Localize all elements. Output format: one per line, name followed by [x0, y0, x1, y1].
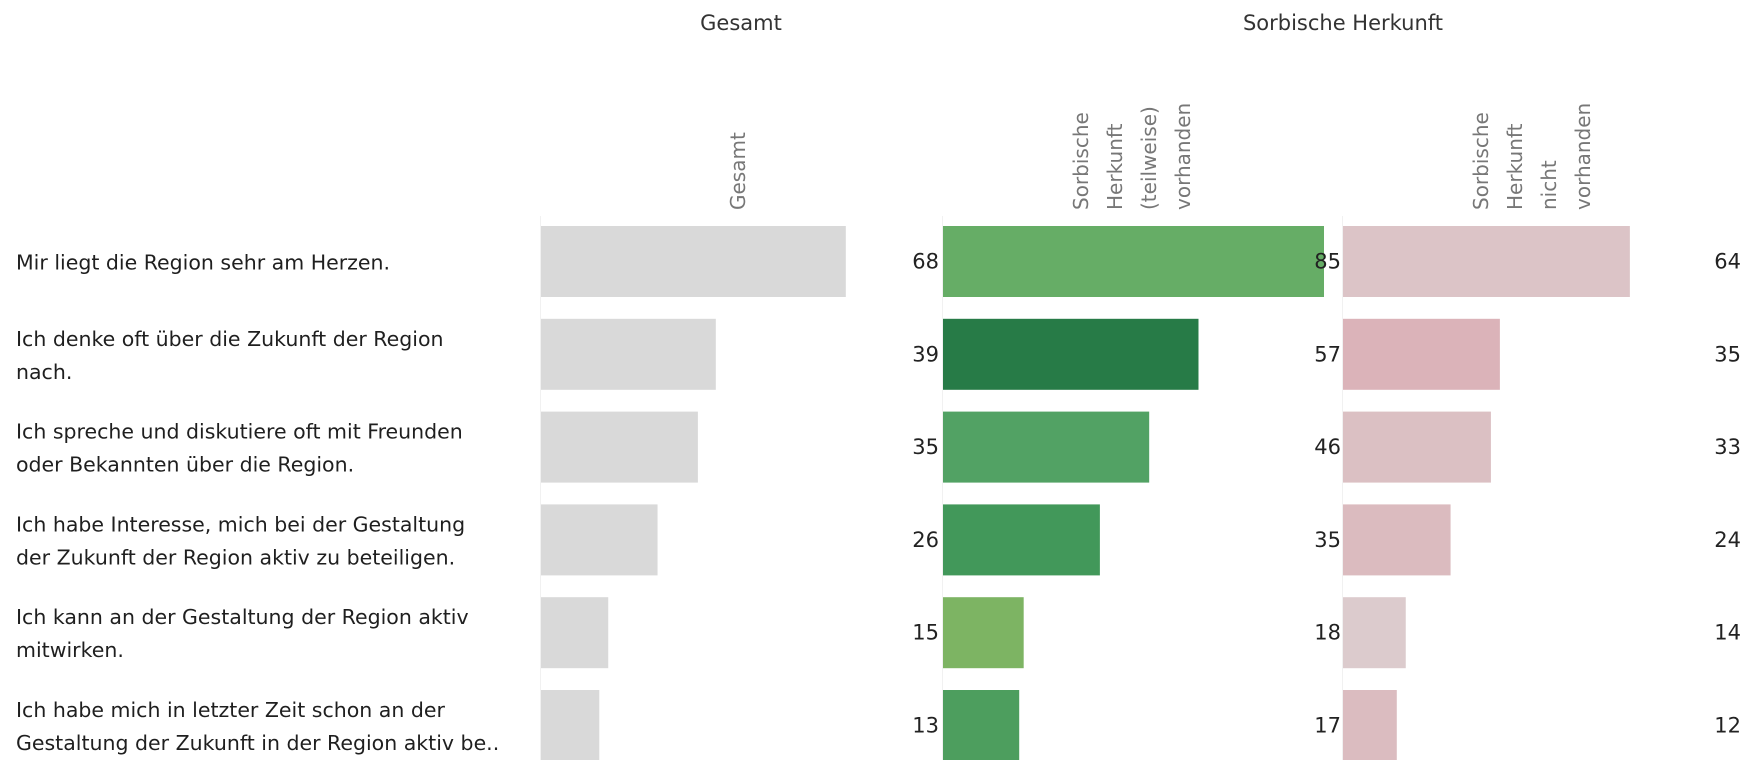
row-label: Ich kann an der Gestaltung der Region ak…: [16, 605, 469, 629]
group-header: Gesamt: [700, 11, 782, 35]
bars: [541, 226, 1630, 760]
value-label: 26: [912, 528, 939, 552]
group-headers: Gesamt Sorbische Herkunft: [700, 11, 1443, 35]
bar: [541, 411, 698, 483]
row-label: Gestaltung der Zukunft in der Region akt…: [16, 731, 499, 755]
row-labels: Mir liegt die Region sehr am Herzen. Ich …: [16, 251, 499, 756]
column-header-line: nicht: [1537, 160, 1561, 210]
bar: [541, 690, 600, 760]
value-label: 17: [1314, 714, 1341, 738]
value-label: 85: [1314, 250, 1341, 274]
value-label: 64: [1714, 250, 1741, 274]
value-label: 68: [912, 250, 939, 274]
bar: [541, 597, 609, 669]
column-header-line: vorhanden: [1571, 103, 1595, 210]
bar: [1343, 226, 1630, 297]
column-headers: Gesamt Sorbische Herkunft (teilweise) vorhan…: [726, 103, 1595, 210]
bar: [541, 504, 658, 576]
row-label: der Zukunft der Region aktiv zu beteilig…: [16, 545, 455, 569]
column-header-line: Herkunft: [1103, 123, 1127, 210]
column-header-line: (teilweise): [1137, 106, 1161, 210]
bar: [1343, 690, 1397, 760]
value-label: 33: [1714, 435, 1741, 459]
column-dividers: [540, 216, 1343, 760]
value-labels: 68 39 35 26 15 13 85 57 46 35 18 17 64 35 33 24 14 12: [912, 250, 1741, 738]
row-label: Ich habe mich in letzter Zeit schon an d…: [16, 698, 445, 722]
bar: [1343, 504, 1451, 576]
column-header-line: Gesamt: [726, 132, 750, 210]
group-header: Sorbische Herkunft: [1243, 11, 1443, 35]
value-label: 24: [1714, 528, 1741, 552]
row-label: nach.: [16, 360, 72, 384]
column-header-line: Herkunft: [1503, 123, 1527, 210]
column-header-line: vorhanden: [1171, 103, 1195, 210]
column-header-line: Sorbische: [1069, 112, 1093, 210]
bar: [943, 597, 1024, 669]
value-label: 15: [912, 621, 939, 645]
value-label: 14: [1714, 621, 1741, 645]
row-label: Ich spreche und diskutiere oft mit Freun…: [16, 420, 463, 444]
value-label: 39: [912, 342, 939, 366]
value-label: 35: [1714, 342, 1741, 366]
value-label: 13: [912, 714, 939, 738]
value-label: 35: [1314, 528, 1341, 552]
bar: [943, 690, 1020, 760]
bar: [1343, 411, 1491, 483]
bar: [1343, 318, 1500, 390]
value-label: 12: [1714, 714, 1741, 738]
bar: [943, 411, 1150, 483]
row-label: Mir liegt die Region sehr am Herzen.: [16, 251, 390, 275]
row-label: oder Bekannten über die Region.: [16, 453, 354, 477]
column-header-line: Sorbische: [1469, 112, 1493, 210]
value-label: 18: [1314, 621, 1341, 645]
bar: [943, 504, 1100, 576]
row-label: mitwirken.: [16, 638, 124, 662]
row-label: Ich denke oft über die Zukunft der Regio…: [16, 327, 444, 351]
bar: [1343, 597, 1406, 669]
row-label: Ich habe Interesse, mich bei der Gestalt…: [16, 512, 465, 536]
bar: [541, 318, 716, 390]
bar: [943, 318, 1199, 390]
value-label: 46: [1314, 435, 1341, 459]
bar: [541, 226, 846, 297]
value-label: 57: [1314, 342, 1341, 366]
value-label: 35: [912, 435, 939, 459]
bar: [943, 226, 1324, 297]
